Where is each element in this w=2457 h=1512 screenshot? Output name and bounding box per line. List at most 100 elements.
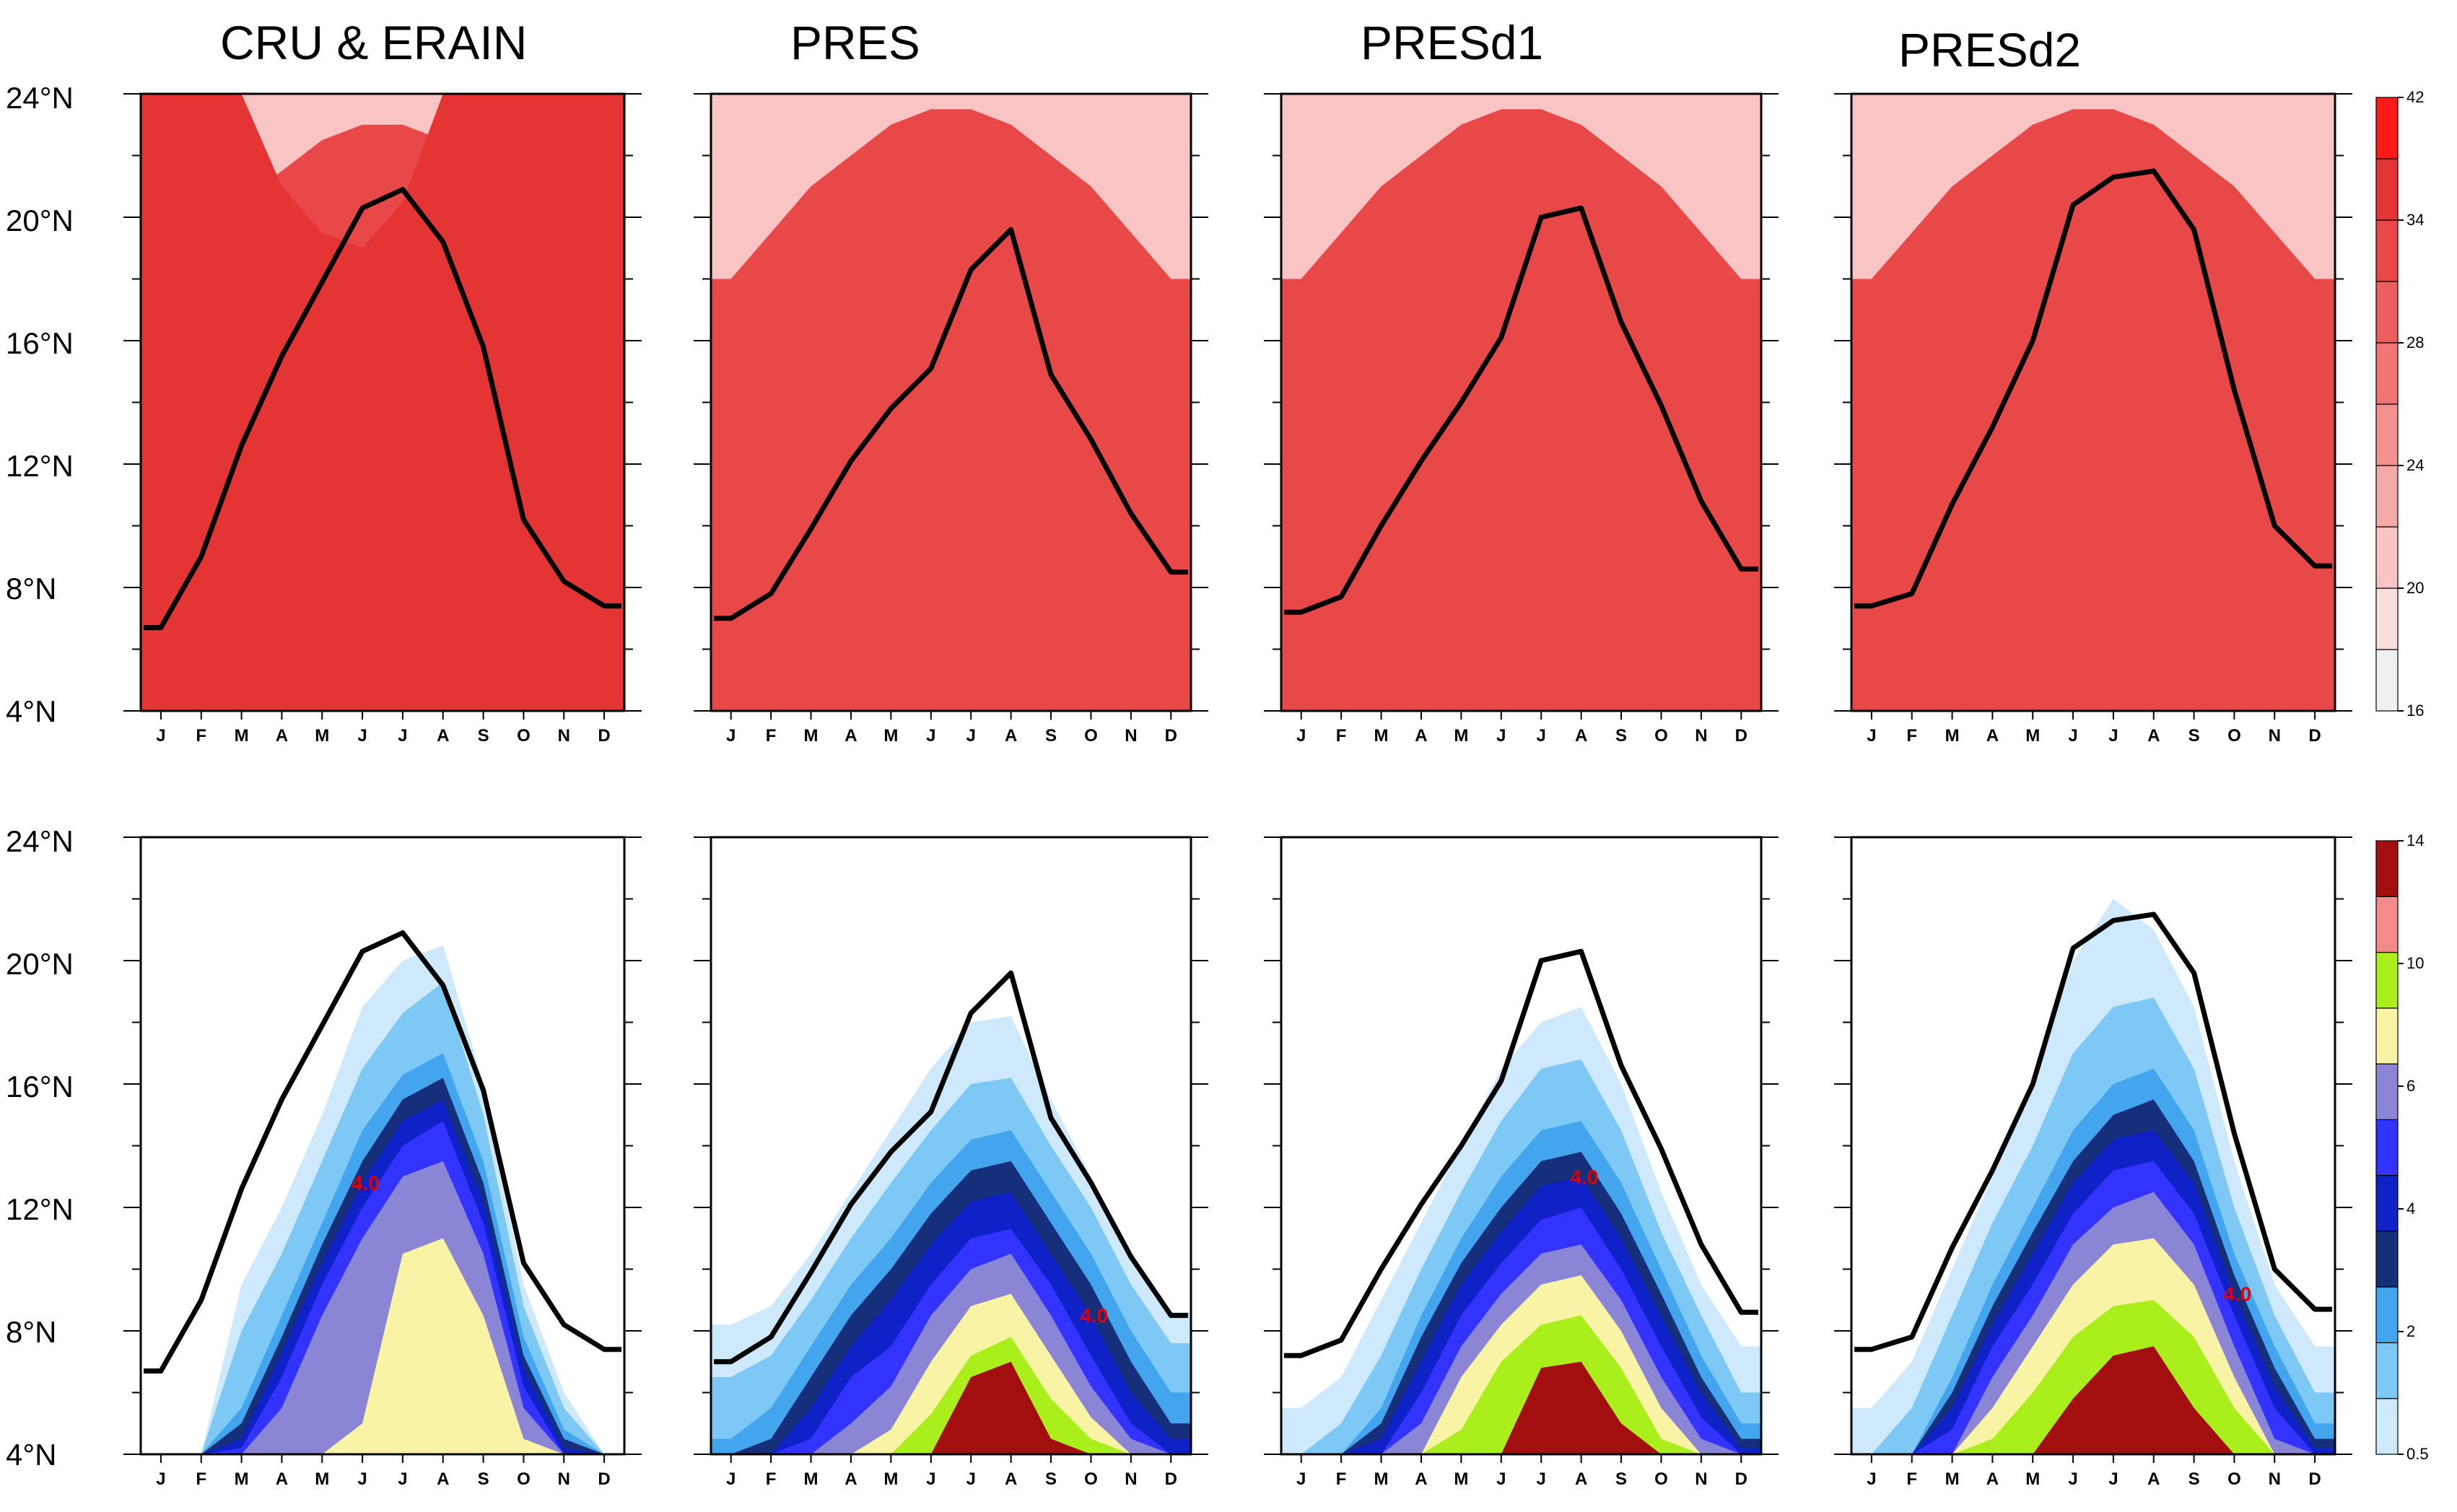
month-label: J (1537, 726, 1546, 746)
colorbar-label: 24 (2406, 456, 2424, 474)
month-label: F (1336, 1469, 1347, 1489)
contour-fills (1851, 109, 2335, 711)
month-label: F (766, 1469, 777, 1489)
month-label: J (926, 726, 935, 746)
contour-fills (1281, 1007, 1761, 1454)
month-label: O (2227, 1469, 2241, 1489)
contour-band-31 (1851, 109, 2335, 711)
month-label: A (437, 1469, 449, 1489)
month-label: J (1867, 726, 1876, 746)
month-label: J (156, 1469, 165, 1489)
month-label: D (1165, 1469, 1177, 1489)
colorbar-swatch (2375, 1398, 2399, 1455)
monsoon-line (144, 187, 621, 631)
ytick-label: 20°N (6, 204, 74, 237)
ytick-label: 4°N (6, 1438, 57, 1472)
month-label: N (1695, 1469, 1707, 1489)
colorbar-swatch (2375, 896, 2399, 953)
month-label: S (478, 1469, 489, 1489)
month-label: A (845, 726, 857, 746)
month-label: A (2147, 1469, 2160, 1489)
colorbar-swatch (2375, 649, 2399, 712)
colorbar-swatch (2375, 1063, 2399, 1120)
contour-fills (711, 109, 1191, 711)
monsoon-line (1284, 948, 1758, 1358)
colorbar-swatch (2375, 587, 2399, 650)
month-label: J (156, 726, 165, 746)
month-label: O (517, 1469, 531, 1489)
panel-title-1: CRU & ERAIN (220, 16, 527, 69)
month-label: J (1296, 726, 1306, 746)
month-label: M (1374, 726, 1389, 746)
month-label: M (1454, 726, 1468, 746)
month-label: M (883, 1469, 898, 1489)
panel-bottom-1: J F M A M J J A S O N D 4.0 (123, 836, 642, 1489)
month-label: N (558, 726, 570, 746)
month-label: O (1654, 726, 1668, 746)
month-label: D (1735, 726, 1747, 746)
colorbar-swatch (2375, 840, 2399, 897)
colorbar-top: 16 20 24 28 34 42 (2375, 88, 2424, 720)
colorbar-label: 2 (2406, 1322, 2415, 1340)
contour-band-10 (1281, 1315, 1761, 1454)
colorbar-swatch (2375, 97, 2399, 159)
contour-band-34 (141, 94, 624, 711)
panel-title-4: PRESd2 (1898, 23, 2081, 77)
month-label: J (357, 726, 367, 746)
month-label: S (1045, 1469, 1057, 1489)
colorbar-swatch (2375, 1175, 2399, 1232)
month-label: N (1695, 726, 1707, 746)
month-label: M (883, 726, 898, 746)
monsoon-line (714, 227, 1188, 621)
panel-bottom-4: J F M A M J J A S O N D 4.0 (1834, 836, 2352, 1489)
month-label: M (1945, 1469, 1960, 1489)
panel-title-2: PRES (790, 16, 920, 69)
month-label: J (357, 1469, 367, 1489)
colorbar-swatch (2375, 219, 2399, 282)
colorbar-label: 10 (2406, 954, 2424, 972)
month-label: S (1615, 1469, 1627, 1489)
colorbar-swatch (2375, 158, 2399, 221)
ytick-label: 12°N (6, 449, 74, 483)
colorbar-swatch (2375, 342, 2399, 405)
contour-fills (1851, 899, 2335, 1454)
month-label: A (1575, 726, 1587, 746)
month-label: J (1296, 1469, 1306, 1489)
month-label: N (2269, 726, 2281, 746)
month-label: M (1945, 726, 1960, 746)
ytick-label: 16°N (6, 326, 74, 360)
month-label: M (1454, 1469, 1468, 1489)
contour-fills (711, 1016, 1191, 1454)
contour-band-8 (141, 1238, 624, 1454)
colorbar-swatch (2375, 1342, 2399, 1399)
monsoon-line (144, 930, 621, 1374)
isoline-label: 4.0 (1080, 1305, 1108, 1327)
month-label: J (1496, 1469, 1506, 1489)
colorbar-swatch (2375, 1286, 2399, 1344)
month-label: O (1654, 1469, 1668, 1489)
month-label: J (1867, 1469, 1876, 1489)
month-label: F (196, 1469, 206, 1489)
colorbar-swatch (2375, 1119, 2399, 1176)
month-label: O (517, 726, 531, 746)
colorbar-label: 4 (2406, 1199, 2415, 1218)
month-label: A (276, 1469, 288, 1489)
month-label: M (315, 726, 329, 746)
colorbar-label: 42 (2406, 88, 2424, 106)
contour-band-10 (711, 1337, 1191, 1454)
month-label: M (804, 1469, 819, 1489)
monsoon-line (1854, 168, 2332, 609)
colorbar-swatch (2375, 281, 2399, 344)
monsoon-line (1854, 912, 2332, 1353)
month-label: A (1986, 726, 1999, 746)
month-label: D (1165, 726, 1177, 746)
month-label: J (1537, 1469, 1546, 1489)
month-label: D (598, 726, 610, 746)
ytick-label: 12°N (6, 1192, 74, 1226)
contour-fills (141, 945, 624, 1454)
month-label: J (726, 726, 736, 746)
month-label: A (2147, 726, 2160, 746)
month-label: S (1615, 726, 1627, 746)
month-label: F (1906, 726, 1917, 746)
